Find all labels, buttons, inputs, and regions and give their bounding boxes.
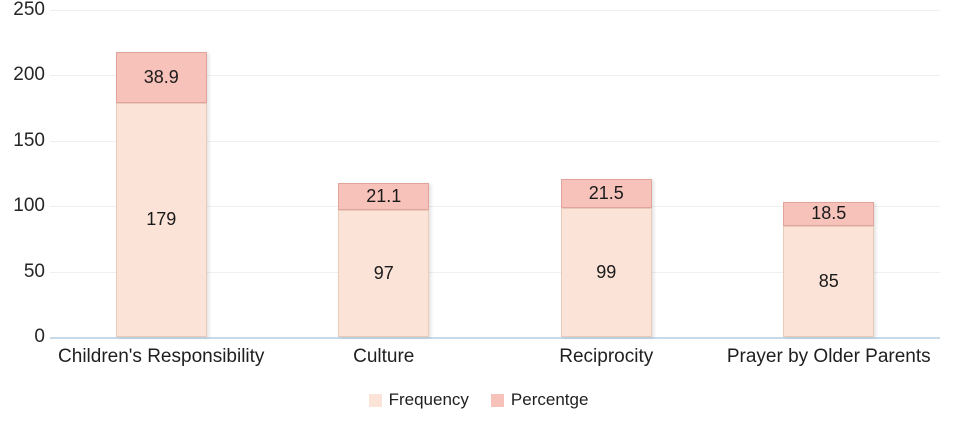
y-axis-tick-label: 200 bbox=[13, 64, 45, 86]
bar-segment-frequency: 179 bbox=[115, 102, 207, 337]
stacked-bar: 179 38.9 bbox=[115, 52, 207, 337]
x-axis-line bbox=[50, 337, 940, 339]
bar-segment-frequency: 85 bbox=[783, 225, 875, 337]
y-axis-tick-label: 150 bbox=[13, 129, 45, 151]
bar-segment-percentge: 18.5 bbox=[783, 201, 875, 226]
bar-segment-frequency: 99 bbox=[560, 207, 652, 337]
gridline bbox=[50, 206, 940, 208]
bar-segment-frequency: 97 bbox=[338, 210, 430, 337]
gridline bbox=[50, 271, 940, 273]
legend-swatch-icon bbox=[368, 393, 382, 407]
plot-area: 179 38.9 97 21.1 99 21.5 85 18.5 bbox=[50, 10, 940, 339]
y-axis-tick-label: 100 bbox=[13, 195, 45, 217]
legend-item-percentge: Percentge bbox=[490, 390, 589, 410]
x-axis-category-label: Prayer by Older Parents bbox=[726, 346, 931, 367]
legend-label: Percentge bbox=[510, 390, 589, 409]
y-axis-tick-label: 50 bbox=[23, 260, 45, 282]
y-axis-tick-label: 250 bbox=[13, 0, 45, 20]
legend-label: Frequency bbox=[388, 390, 469, 409]
stacked-bar: 85 18.5 bbox=[783, 201, 875, 337]
x-axis-category-label: Reciprocity bbox=[559, 346, 654, 367]
gridline bbox=[50, 10, 940, 11]
bar-segment-percentge: 38.9 bbox=[115, 52, 207, 103]
bar-segment-percentge: 21.5 bbox=[560, 179, 652, 208]
stacked-bar: 99 21.5 bbox=[560, 179, 652, 337]
gridline bbox=[50, 75, 940, 77]
legend-swatch-icon bbox=[490, 393, 504, 407]
chart-legend: Frequency Percentge bbox=[0, 390, 957, 410]
legend-item-frequency: Frequency bbox=[368, 390, 469, 410]
x-axis-category-label: Culture bbox=[353, 346, 415, 367]
gridline bbox=[50, 140, 940, 142]
stacked-bar: 97 21.1 bbox=[338, 182, 430, 337]
y-axis-tick-label: 0 bbox=[34, 326, 45, 347]
x-axis-category-label: Children's Responsibility bbox=[58, 346, 265, 367]
bar-segment-percentge: 21.1 bbox=[338, 182, 430, 211]
